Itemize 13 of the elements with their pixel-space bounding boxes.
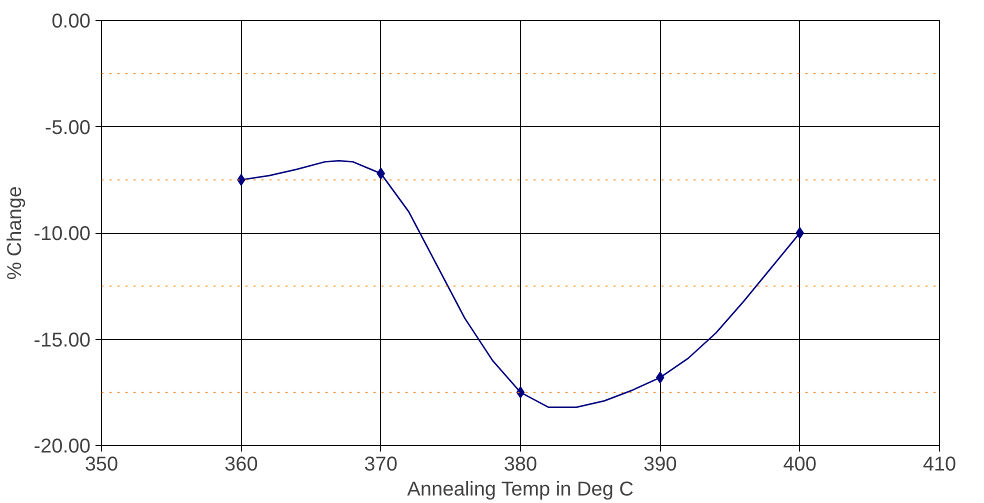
y-tick-label: 0.00 — [52, 10, 91, 32]
y-tick-label: -10.00 — [34, 223, 91, 245]
x-tick-label: 390 — [643, 454, 677, 476]
x-tick-label: 360 — [224, 454, 258, 476]
x-tick-label: 410 — [922, 454, 956, 476]
x-tick-label: 370 — [364, 454, 398, 476]
y-tick-label: -15.00 — [34, 329, 91, 352]
x-tick-label: 400 — [783, 454, 817, 476]
y-axis-title: % Change — [4, 186, 26, 280]
y-tick-label: -5.00 — [44, 116, 91, 139]
point — [796, 227, 804, 239]
x-axis-title: Annealing Temp in Deg C — [407, 478, 634, 500]
x-tick-label: 380 — [504, 454, 538, 476]
